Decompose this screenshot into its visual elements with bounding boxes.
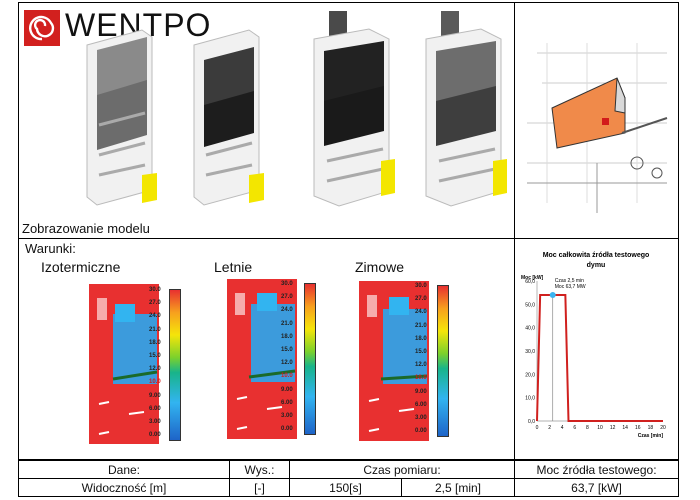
cell-moc: 63,7 [kW] xyxy=(514,478,679,497)
scenario-label-zimowe: Zimowe xyxy=(355,259,405,275)
scenario-label-letnie: Letnie xyxy=(214,259,253,275)
scale-tick-label: 6.00 xyxy=(415,401,427,408)
cell-widocznosc: Widoczność [m] xyxy=(18,478,230,497)
chart-xtick-label: 4 xyxy=(561,425,564,431)
scale-tick-label: 15.0 xyxy=(415,349,427,355)
chart-xtick-label: 16 xyxy=(635,425,641,431)
scale-tick-label: 12.0 xyxy=(149,366,161,373)
cell-czas-s: 150[s] xyxy=(289,478,402,497)
scenario-label-izotermiczne: Izotermiczne xyxy=(41,259,121,275)
scale-tick-label: 30.0 xyxy=(281,281,293,287)
scale-tick-label: 0.00 xyxy=(415,428,427,435)
simulation-zimowe xyxy=(359,281,429,441)
scale-tick-label: 0.00 xyxy=(281,426,293,433)
conditions-header: Warunki: xyxy=(25,241,76,256)
chart-marker-point xyxy=(549,292,556,298)
header-moc-zrodla: Moc źródła testowego: xyxy=(514,460,679,479)
scale-tick-label: 10.0 xyxy=(281,373,293,380)
scale-tick-label: 9.00 xyxy=(415,388,427,395)
scale-tick-label: 27.0 xyxy=(415,296,427,303)
cell-czas-min: 2,5 [min] xyxy=(401,478,515,497)
chart-xtick-label: 14 xyxy=(622,425,628,431)
scale-tick-label: 15.0 xyxy=(281,347,293,353)
chart-ytick-label: 60,0 xyxy=(525,279,535,285)
color-scale-2 xyxy=(304,283,316,435)
chart-ytick-label: 0,0 xyxy=(528,419,535,425)
model-render-1 xyxy=(86,29,157,206)
chart-xtick-label: 10 xyxy=(597,425,603,431)
chart-ytick-label: 10,0 xyxy=(525,396,535,402)
chart-ytick-label: 40,0 xyxy=(525,326,535,332)
wentpo-logo-icon xyxy=(24,10,60,46)
scale-tick-label: 9.00 xyxy=(281,386,293,393)
power-chart: Moc całkowita źródła testowego dymu Moc [k… xyxy=(521,252,666,439)
scale-tick-label: 27.0 xyxy=(281,294,293,301)
chart-xtick-label: 18 xyxy=(648,425,654,431)
chart-xtick-label: 12 xyxy=(610,425,616,431)
model-render-3 xyxy=(313,11,395,207)
model-caption: Zobrazowanie modelu xyxy=(22,221,150,236)
scale-tick-label: 12.0 xyxy=(281,360,293,367)
chart-ytick-label: 30,0 xyxy=(525,349,535,355)
conditions-panel: Warunki: Izotermiczne Letnie Zimowe 30.0… xyxy=(18,238,515,460)
scale-tick-label: 0.00 xyxy=(149,432,161,439)
floor-plan-image xyxy=(527,43,668,213)
scale-tick-label: 30.0 xyxy=(149,287,161,293)
scale-tick-label: 9.00 xyxy=(149,392,161,399)
scale-tick-label: 30.0 xyxy=(415,283,427,289)
model-render-4 xyxy=(425,11,507,207)
chart-annotation-label: Czas 2,5 min xyxy=(555,278,584,284)
scale-tick-label: 3.00 xyxy=(415,415,427,421)
chart-title: Moc całkowita źródła testowego xyxy=(543,252,650,259)
scale-tick-label: 24.0 xyxy=(281,307,293,314)
chart-ylabel: Moc [kW] xyxy=(521,275,544,281)
chart-ytick-label: 20,0 xyxy=(525,372,535,378)
scale-tick-label: 6.00 xyxy=(281,399,293,406)
simulation-izotermiczne xyxy=(89,284,159,444)
scale-tick-label: 18.0 xyxy=(149,339,161,346)
chart-series-line xyxy=(536,294,663,422)
header-czas-pomiaru: Czas pomiaru: xyxy=(289,460,515,479)
chart-xtick-label: 8 xyxy=(586,425,589,431)
scale-tick-label: 12.0 xyxy=(415,362,427,369)
scale-tick-label: 24.0 xyxy=(149,313,161,320)
chart-xtick-label: 0 xyxy=(536,425,539,431)
scale-tick-label: 21.0 xyxy=(415,322,427,329)
simulation-letnie xyxy=(227,279,297,439)
header-dane: Dane: xyxy=(18,460,230,479)
scale-tick-label: 15.0 xyxy=(149,353,161,359)
scale-tick-label: 24.0 xyxy=(415,309,427,316)
chart-xtick-label: 20 xyxy=(660,425,666,431)
chart-xtick-label: 6 xyxy=(573,425,576,431)
chart-annotation-label: Moc 63,7 MW xyxy=(555,284,586,290)
scale-tick-label: 18.0 xyxy=(415,335,427,342)
chart-panel: Moc całkowita źródła testowego dymu Moc [k… xyxy=(514,238,679,460)
color-scale-3 xyxy=(437,285,449,437)
scale-tick-label: 6.00 xyxy=(149,405,161,412)
chart-xlabel: Czas [min] xyxy=(638,433,664,439)
scale-tick-label: 18.0 xyxy=(281,333,293,340)
color-scale-1 xyxy=(169,289,181,441)
model-render-2 xyxy=(193,29,264,206)
cell-wys: [-] xyxy=(229,478,290,497)
scale-tick-label: 10.0 xyxy=(149,379,161,386)
scale-tick-label: 3.00 xyxy=(281,413,293,419)
header-wys: Wys.: xyxy=(229,460,290,479)
model-panel: WENTPO Zobrazowanie modelu xyxy=(18,2,515,239)
chart-title-line2: dymu xyxy=(587,262,606,269)
scale-tick-label: 3.00 xyxy=(149,419,161,425)
chart-ytick-label: 50,0 xyxy=(525,302,535,308)
floor-plan-panel xyxy=(514,2,679,239)
scale-tick-label: 21.0 xyxy=(281,320,293,327)
scale-tick-label: 27.0 xyxy=(149,300,161,307)
chart-xtick-label: 2 xyxy=(548,425,551,431)
scale-tick-label: 10.0 xyxy=(415,375,427,382)
scale-tick-label: 21.0 xyxy=(149,326,161,333)
